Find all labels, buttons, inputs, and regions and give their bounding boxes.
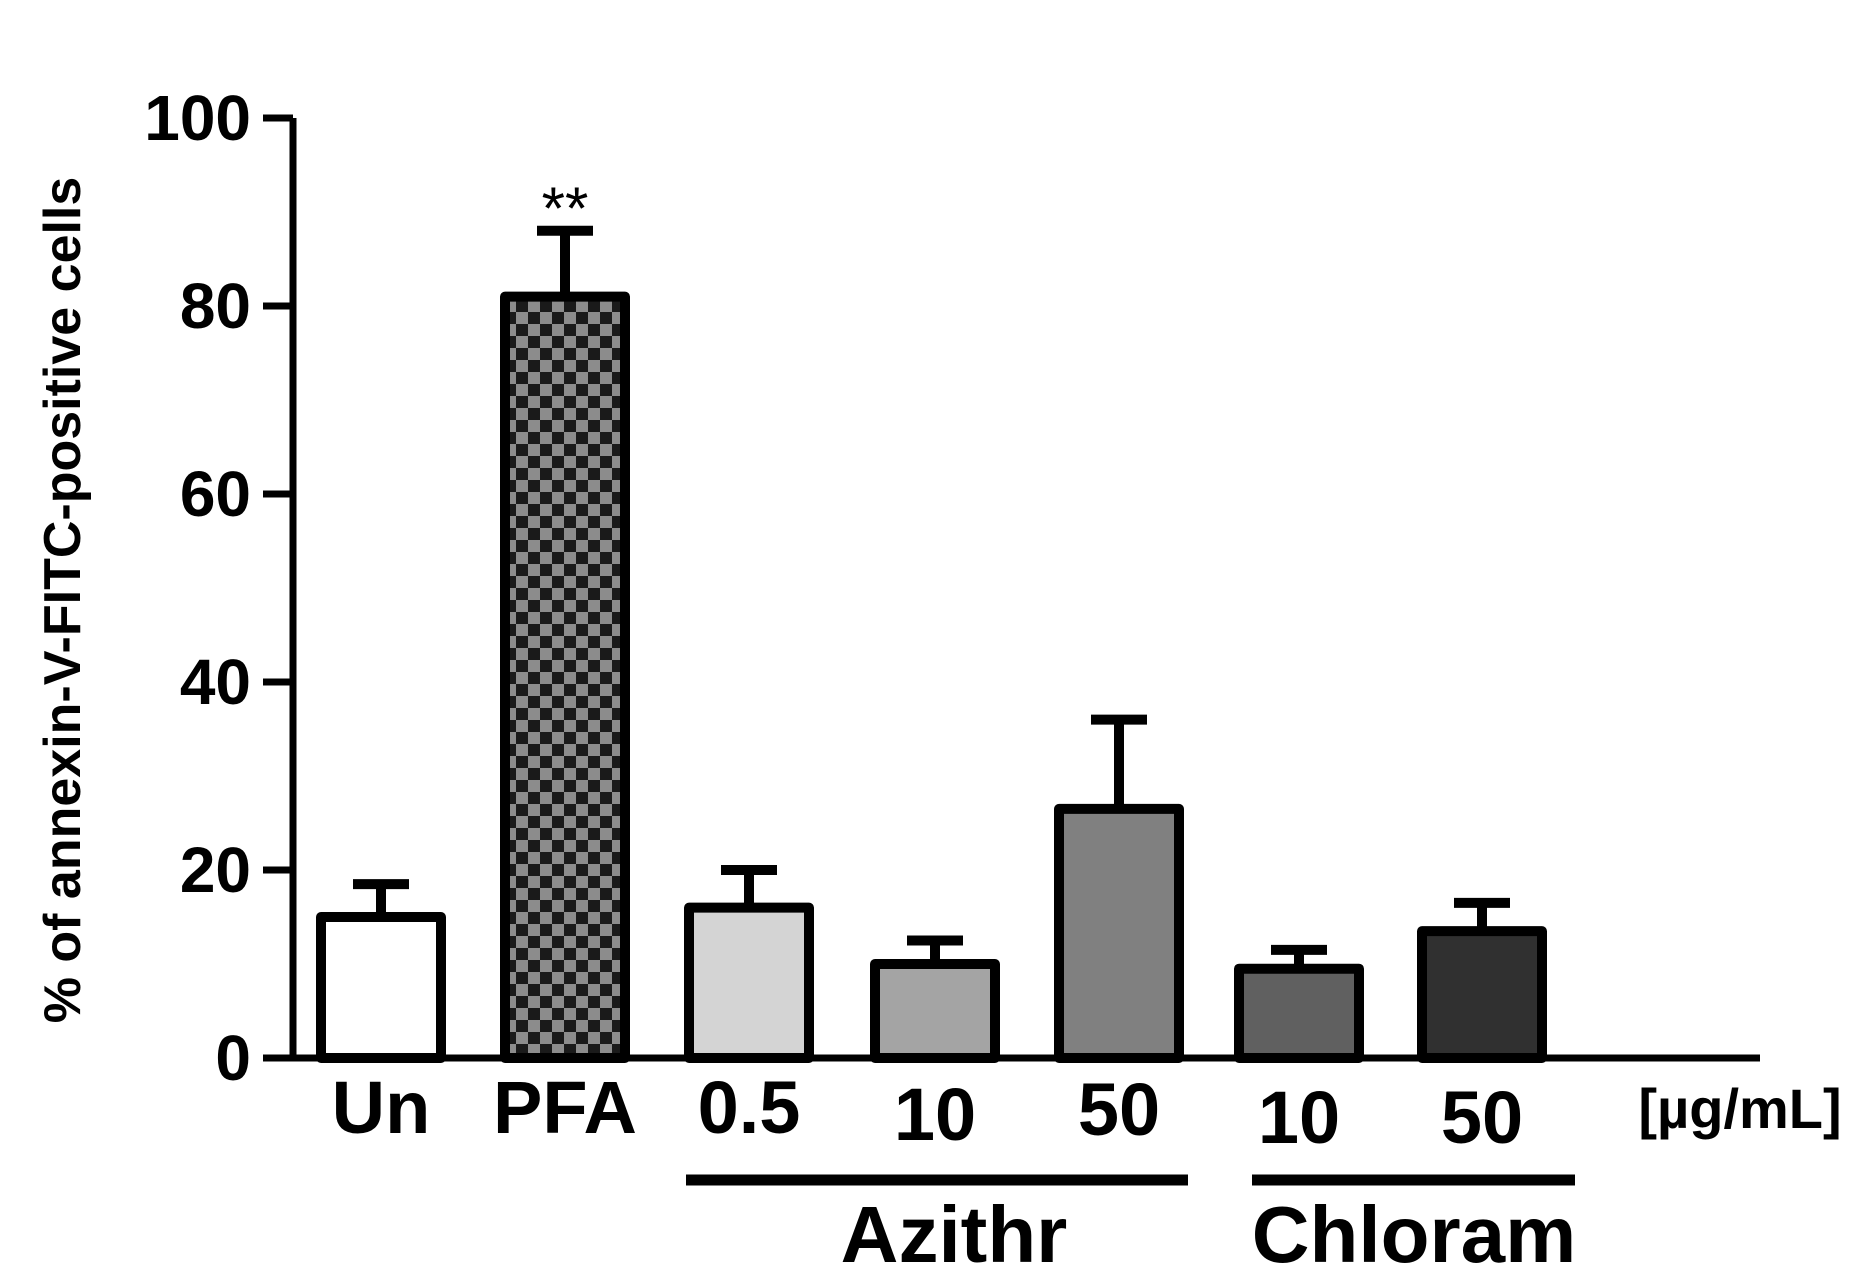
y-tick-label: 40 <box>180 646 251 718</box>
unit-label: [µg/mL] <box>1638 1077 1841 1140</box>
bar <box>316 912 446 1063</box>
category-label: 10 <box>894 1073 976 1156</box>
y-tick-label: 100 <box>144 82 251 154</box>
bar <box>1417 926 1547 1063</box>
category-label: 50 <box>1078 1068 1160 1151</box>
y-tick-label: 20 <box>180 834 251 906</box>
bar <box>1234 963 1364 1064</box>
bar <box>684 902 814 1063</box>
y-tick-label: 60 <box>180 458 251 530</box>
bar <box>1054 803 1184 1064</box>
category-label: Un <box>332 1066 431 1149</box>
group-label: Chloram <box>1252 1190 1577 1279</box>
y-tick-label: 0 <box>215 1022 251 1094</box>
category-label: 50 <box>1441 1076 1523 1159</box>
y-tick-label: 80 <box>180 270 251 342</box>
bar <box>870 959 1000 1063</box>
category-label: 0.5 <box>698 1066 801 1149</box>
y-axis-label: % of annexin-V-FITC-positive cells <box>34 177 92 1024</box>
category-label: 10 <box>1258 1076 1340 1159</box>
significance-annotation: ** <box>542 175 589 242</box>
group-label: Azithr <box>841 1190 1068 1279</box>
category-label: PFA <box>493 1066 637 1149</box>
bar <box>500 291 630 1064</box>
